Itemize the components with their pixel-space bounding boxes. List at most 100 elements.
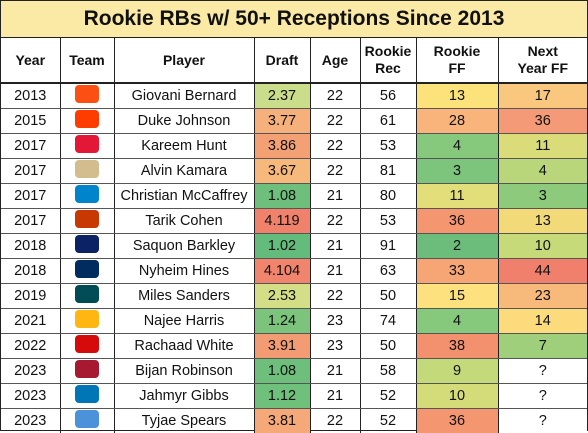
- age-cell: 22: [310, 159, 360, 184]
- draft-cell: 4.119: [254, 209, 310, 234]
- next-year-ff-cell: ?: [498, 384, 587, 409]
- rookie-ff-cell: 15: [416, 284, 498, 309]
- titans-logo-icon: [75, 410, 99, 428]
- team-cell: [60, 159, 114, 184]
- age-cell: 21: [310, 259, 360, 284]
- rookie-ff-cell: 3: [416, 159, 498, 184]
- falcons-logo-icon: [75, 360, 99, 378]
- browns-logo-icon: [75, 110, 99, 128]
- team-cell: [60, 359, 114, 384]
- year-cell: 2023: [1, 359, 60, 384]
- rookie-rec-cell: 63: [360, 259, 416, 284]
- year-cell: 2017: [1, 159, 60, 184]
- rookie-rec-cell: 52: [360, 409, 416, 433]
- next-year-ff-cell: 10: [498, 234, 587, 259]
- rookie-rec-cell: 50: [360, 334, 416, 359]
- next-year-ff-cell: 23: [498, 284, 587, 309]
- header-draft: Draft: [254, 38, 310, 83]
- player-cell: Bijan Robinson: [114, 359, 254, 384]
- year-cell: 2018: [1, 234, 60, 259]
- age-cell: 22: [310, 284, 360, 309]
- team-cell: [60, 83, 114, 109]
- rookie-ff-cell: 11: [416, 184, 498, 209]
- draft-cell: 1.08: [254, 359, 310, 384]
- rookie-rec-cell: 53: [360, 209, 416, 234]
- player-cell: Giovani Bernard: [114, 83, 254, 109]
- rookie-ff-cell: 33: [416, 259, 498, 284]
- year-cell: 2017: [1, 134, 60, 159]
- lions-logo-icon: [75, 385, 99, 403]
- year-cell: 2023: [1, 409, 60, 433]
- year-cell: 2019: [1, 284, 60, 309]
- player-cell: Nyheim Hines: [114, 259, 254, 284]
- player-cell: Rachaad White: [114, 334, 254, 359]
- header-player: Player: [114, 38, 254, 83]
- rookie-ff-cell: 38: [416, 334, 498, 359]
- player-cell: Duke Johnson: [114, 109, 254, 134]
- next-year-ff-cell: ?: [498, 409, 587, 433]
- team-cell: [60, 234, 114, 259]
- next-year-ff-cell: 11: [498, 134, 587, 159]
- player-cell: Christian McCaffrey: [114, 184, 254, 209]
- next-year-ff-cell: 13: [498, 209, 587, 234]
- year-cell: 2023: [1, 384, 60, 409]
- year-cell: 2022: [1, 334, 60, 359]
- rookie-rec-cell: 74: [360, 309, 416, 334]
- team-cell: [60, 259, 114, 284]
- header-team: Team: [60, 38, 114, 83]
- draft-cell: 1.02: [254, 234, 310, 259]
- team-cell: [60, 409, 114, 433]
- draft-cell: 2.53: [254, 284, 310, 309]
- year-cell: 2015: [1, 109, 60, 134]
- age-cell: 23: [310, 334, 360, 359]
- team-cell: [60, 384, 114, 409]
- draft-cell: 3.86: [254, 134, 310, 159]
- age-cell: 22: [310, 134, 360, 159]
- draft-cell: 2.37: [254, 83, 310, 109]
- rookie-rec-cell: 50: [360, 284, 416, 309]
- age-cell: 23: [310, 309, 360, 334]
- year-cell: 2013: [1, 83, 60, 109]
- rookie-rec-cell: 56: [360, 83, 416, 109]
- rookie-ff-cell: 28: [416, 109, 498, 134]
- year-cell: 2021: [1, 309, 60, 334]
- next-year-ff-cell: 14: [498, 309, 587, 334]
- rookie-ff-cell: 36: [416, 409, 498, 433]
- chiefs-logo-icon: [75, 135, 99, 153]
- rookie-rec-cell: 80: [360, 184, 416, 209]
- team-cell: [60, 109, 114, 134]
- rookie-ff-cell: 4: [416, 309, 498, 334]
- giants-logo-icon: [75, 235, 99, 253]
- draft-cell: 3.67: [254, 159, 310, 184]
- year-cell: 2017: [1, 184, 60, 209]
- rookie-rec-cell: 53: [360, 134, 416, 159]
- age-cell: 21: [310, 359, 360, 384]
- team-cell: [60, 334, 114, 359]
- colts-logo-icon: [75, 260, 99, 278]
- player-cell: Kareem Hunt: [114, 134, 254, 159]
- age-cell: 22: [310, 109, 360, 134]
- player-cell: Jahmyr Gibbs: [114, 384, 254, 409]
- rookie-rec-cell: 58: [360, 359, 416, 384]
- next-year-ff-cell: 44: [498, 259, 587, 284]
- saints-logo-icon: [75, 160, 99, 178]
- header-year: Year: [1, 38, 60, 83]
- player-cell: Najee Harris: [114, 309, 254, 334]
- bengals-logo-icon: [75, 85, 99, 103]
- next-year-ff-cell: 17: [498, 83, 587, 109]
- year-cell: 2017: [1, 209, 60, 234]
- draft-cell: 3.91: [254, 334, 310, 359]
- team-cell: [60, 184, 114, 209]
- year-cell: 2018: [1, 259, 60, 284]
